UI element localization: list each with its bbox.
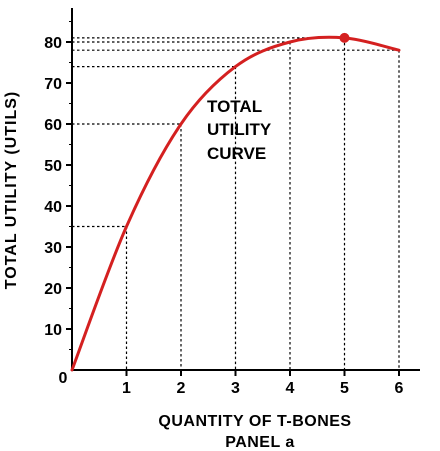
y-tick-label: 40 — [44, 199, 62, 216]
x-tick-label: 3 — [231, 380, 240, 397]
x-tick-label: 6 — [395, 380, 404, 397]
y-tick-label: 80 — [44, 35, 62, 52]
origin-label: 0 — [59, 370, 68, 387]
max-utility-point — [339, 32, 350, 43]
panel-label: PANEL a — [225, 434, 295, 451]
annotation-line-2: UTILITY — [207, 120, 272, 139]
annotation-line-3: CURVE — [207, 144, 266, 163]
y-tick-label: 30 — [44, 240, 62, 257]
y-axis-label: TOTAL UTILITY (UTILS) — [3, 91, 20, 289]
y-tick-label: 50 — [44, 158, 62, 175]
annotation-line-1: TOTAL — [207, 97, 262, 116]
tick-group: 10 20 30 40 50 60 70 80 1 2 3 4 5 6 — [44, 21, 404, 397]
dropline-group — [72, 37, 400, 370]
x-tick-label: 5 — [340, 380, 349, 397]
y-tick-label: 60 — [44, 117, 62, 134]
y-tick-label: 20 — [44, 281, 62, 298]
y-tick-label: 10 — [44, 322, 62, 339]
x-axis-label: QUANTITY OF T-BONES — [158, 413, 351, 430]
axes-group — [71, 8, 420, 371]
y-tick-label: 70 — [44, 76, 62, 93]
x-tick-label: 2 — [177, 380, 186, 397]
x-tick-label: 1 — [122, 380, 131, 397]
x-tick-label: 4 — [286, 380, 295, 397]
curve-group — [70, 32, 401, 372]
